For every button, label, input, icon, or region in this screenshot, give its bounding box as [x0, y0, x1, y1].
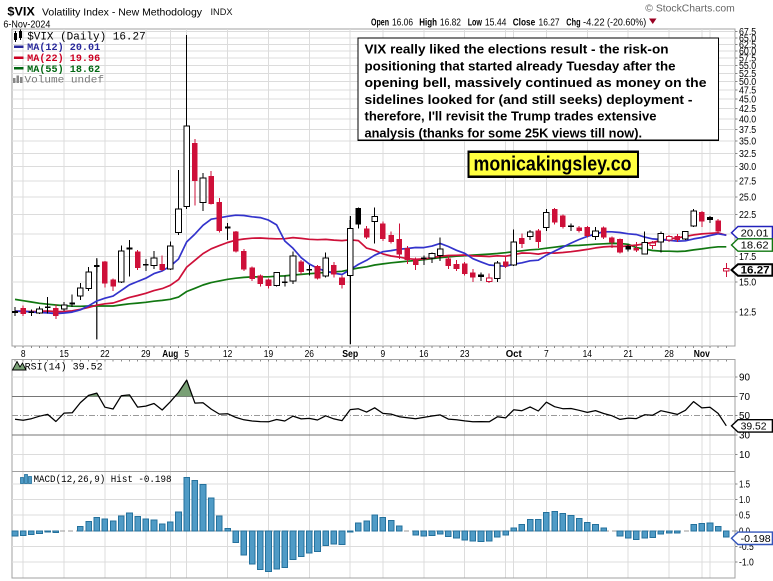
svg-text:MA(22) 19.96: MA(22) 19.96 — [27, 53, 100, 65]
svg-text:analysis (thanks for some 25K: analysis (thanks for some 25K views till… — [365, 125, 643, 140]
svg-text:37.5: 37.5 — [739, 125, 757, 136]
svg-text:17.5: 17.5 — [739, 252, 757, 263]
svg-text:5: 5 — [184, 349, 189, 360]
svg-text:9: 9 — [381, 349, 386, 360]
svg-text:MACD(12,26,9) Hist -0.198: MACD(12,26,9) Hist -0.198 — [34, 474, 172, 486]
svg-text:50.0: 50.0 — [739, 77, 757, 88]
svg-text:Oct: Oct — [506, 349, 523, 360]
svg-text:MA(12) 20.01: MA(12) 20.01 — [27, 42, 100, 54]
svg-text:25.0: 25.0 — [739, 193, 757, 204]
svg-text:12: 12 — [223, 349, 233, 360]
svg-text:39.52: 39.52 — [741, 421, 767, 433]
svg-text:therefore, I'll revisit the Tr: therefore, I'll revisit the Trump trades… — [365, 109, 657, 124]
svg-text:-0.5: -0.5 — [739, 542, 754, 553]
svg-text:52.5: 52.5 — [739, 69, 757, 80]
svg-text:RSI(14) 39.52: RSI(14) 39.52 — [25, 361, 103, 373]
svg-text:sidelines looked for (and stil: sidelines looked for (and still seeks) d… — [365, 92, 693, 107]
svg-text:monicakingsley.co: monicakingsley.co — [474, 154, 632, 176]
svg-text:(-20.60%): (-20.60%) — [607, 17, 646, 29]
svg-text:MA(55) 18.62: MA(55) 18.62 — [27, 64, 100, 76]
svg-text:16.27: 16.27 — [539, 17, 560, 29]
svg-text:30.0: 30.0 — [739, 162, 757, 173]
svg-text:VIX really liked the elections: VIX really liked the elections result - … — [365, 42, 669, 57]
svg-text:opening bell, massively contin: opening bell, massively continued as mon… — [365, 75, 707, 90]
svg-text:32.5: 32.5 — [739, 149, 757, 160]
svg-text:15.44: 15.44 — [485, 17, 507, 29]
svg-text:40.0: 40.0 — [739, 114, 757, 125]
svg-text:27.5: 27.5 — [739, 177, 757, 188]
svg-text:14: 14 — [583, 349, 593, 360]
svg-text:16.06: 16.06 — [392, 17, 413, 29]
svg-text:28: 28 — [664, 349, 674, 360]
svg-text:7: 7 — [544, 349, 549, 360]
svg-text:INDX: INDX — [211, 7, 233, 17]
svg-text:62.5: 62.5 — [739, 40, 757, 51]
svg-text:67.5: 67.5 — [739, 27, 757, 38]
svg-text:22.5: 22.5 — [739, 210, 757, 221]
svg-text:15.0: 15.0 — [739, 277, 757, 288]
svg-text:6-Nov-2024: 6-Nov-2024 — [3, 19, 50, 30]
svg-text:8: 8 — [21, 349, 26, 360]
svg-text:30: 30 — [739, 431, 750, 442]
svg-text:Volatility Index - New Methodo: Volatility Index - New Methodology — [42, 6, 203, 18]
svg-text:21: 21 — [624, 349, 634, 360]
svg-text:$VIX (Daily) 16.27: $VIX (Daily) 16.27 — [27, 32, 146, 44]
svg-text:High: High — [419, 17, 437, 29]
svg-text:18.62: 18.62 — [741, 240, 769, 252]
svg-text:29: 29 — [141, 349, 151, 360]
svg-text:90: 90 — [739, 372, 750, 383]
svg-text:55.0: 55.0 — [739, 61, 757, 72]
svg-text:positioning that started alrea: positioning that started already Tuesday… — [365, 58, 676, 73]
svg-text:Open: Open — [371, 17, 389, 29]
svg-text:23: 23 — [460, 349, 470, 360]
svg-text:50: 50 — [739, 411, 750, 422]
svg-text:Close: Close — [513, 17, 536, 29]
svg-text:16.27: 16.27 — [741, 265, 770, 277]
svg-text:70: 70 — [739, 392, 750, 403]
svg-text:Chg: Chg — [566, 17, 580, 29]
svg-text:0.5: 0.5 — [739, 511, 750, 522]
svg-text:-1.0: -1.0 — [739, 558, 754, 569]
svg-text:10: 10 — [739, 450, 750, 461]
svg-text:Volume undef: Volume undef — [25, 74, 105, 86]
svg-text:60.0: 60.0 — [739, 47, 757, 58]
svg-text:-4.22: -4.22 — [583, 17, 605, 29]
svg-text:-0.198: -0.198 — [741, 533, 771, 545]
svg-text:12.5: 12.5 — [739, 308, 757, 319]
svg-text:Low: Low — [468, 17, 483, 29]
svg-text:Sep: Sep — [342, 349, 358, 360]
svg-text:45.0: 45.0 — [739, 95, 757, 106]
svg-text:65.0: 65.0 — [739, 33, 757, 44]
svg-text:Nov: Nov — [694, 349, 710, 360]
svg-text:57.5: 57.5 — [739, 54, 757, 65]
svg-text:15: 15 — [59, 349, 69, 360]
svg-text:16: 16 — [419, 349, 429, 360]
svg-text:26: 26 — [305, 349, 315, 360]
svg-text:20.01: 20.01 — [741, 227, 769, 239]
svg-text:35.0: 35.0 — [739, 137, 757, 148]
svg-text:1.0: 1.0 — [739, 495, 750, 506]
svg-text:© StockCharts.com: © StockCharts.com — [645, 3, 735, 15]
svg-text:42.5: 42.5 — [739, 104, 757, 115]
svg-text:22: 22 — [100, 349, 110, 360]
svg-text:47.5: 47.5 — [739, 86, 757, 97]
svg-text:19: 19 — [264, 349, 274, 360]
svg-text:$VIX: $VIX — [7, 4, 35, 18]
svg-text:Aug: Aug — [162, 349, 178, 360]
svg-text:16.82: 16.82 — [440, 17, 461, 29]
svg-text:1.5: 1.5 — [739, 480, 750, 491]
